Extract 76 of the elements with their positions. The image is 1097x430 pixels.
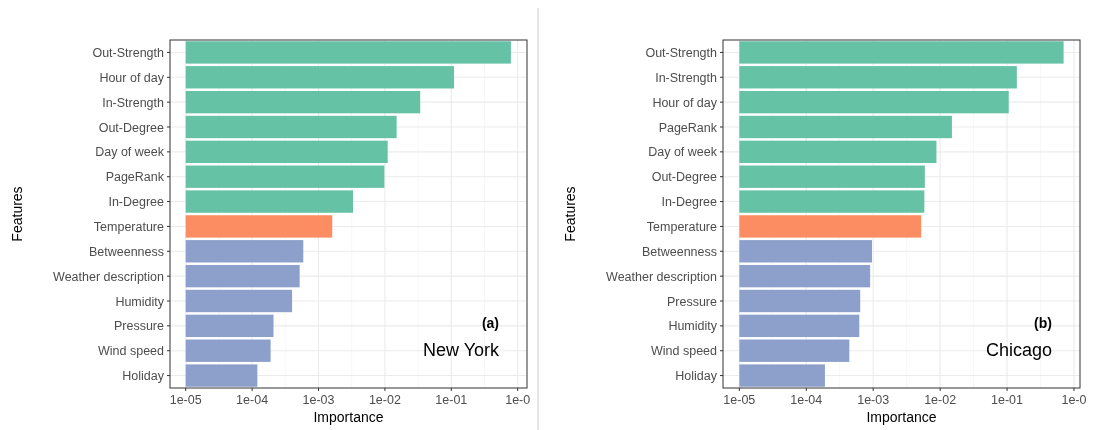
x-tick-label: 1e-03 bbox=[302, 393, 335, 407]
y-tick-label: Day of week bbox=[95, 145, 165, 160]
bar bbox=[739, 289, 861, 313]
y-axis-title: Features bbox=[9, 186, 25, 242]
bar bbox=[739, 240, 873, 263]
y-tick-label: Out-Strength bbox=[92, 45, 165, 60]
x-tick-label: 1e-01 bbox=[435, 393, 468, 407]
bar bbox=[185, 115, 397, 139]
bar bbox=[185, 264, 300, 288]
x-tick-label: 1e-04 bbox=[236, 393, 269, 407]
y-tick-label: Temperature bbox=[93, 219, 165, 234]
y-axis-title: Features bbox=[562, 186, 578, 242]
y-tick-label: Wind speed bbox=[97, 344, 165, 359]
bar bbox=[185, 364, 258, 387]
y-tick-label: In-Strength bbox=[655, 70, 718, 85]
y-tick-label: Humidity bbox=[668, 319, 718, 334]
annotation: New York bbox=[422, 340, 500, 360]
y-tick-label: Out-Strength bbox=[645, 45, 718, 60]
bar bbox=[185, 41, 511, 64]
annotation: (a) bbox=[481, 315, 499, 331]
bar bbox=[185, 66, 455, 89]
bar bbox=[739, 215, 922, 238]
bar bbox=[185, 140, 388, 164]
annotation: (b) bbox=[1034, 315, 1052, 331]
y-tick-label: PageRank bbox=[658, 120, 718, 135]
bar bbox=[185, 289, 293, 313]
x-tick-label: 1e-0 bbox=[1061, 393, 1087, 407]
y-tick-label: Out-Degree bbox=[98, 120, 165, 135]
y-tick-label: PageRank bbox=[105, 170, 165, 185]
y-tick-label: Temperature bbox=[646, 219, 718, 234]
y-tick-label: Weather description bbox=[53, 269, 165, 284]
x-axis-title: Importance bbox=[866, 409, 937, 425]
bar bbox=[185, 190, 354, 213]
bar bbox=[739, 364, 825, 387]
bar bbox=[185, 215, 333, 238]
y-tick-label: Out-Degree bbox=[651, 170, 718, 185]
y-tick-label: Holiday bbox=[122, 369, 165, 384]
bar bbox=[739, 41, 1064, 64]
y-tick-label: Pressure bbox=[666, 294, 718, 309]
bar bbox=[739, 314, 860, 338]
y-tick-label: Hour of day bbox=[99, 70, 165, 85]
bar bbox=[739, 339, 850, 362]
bar bbox=[185, 314, 274, 338]
y-tick-label: Hour of day bbox=[652, 95, 718, 110]
x-tick-label: 1e-02 bbox=[924, 393, 957, 407]
x-tick-label: 1e-0 bbox=[505, 393, 531, 407]
bar bbox=[185, 165, 385, 188]
bar bbox=[739, 264, 871, 288]
bar bbox=[185, 90, 421, 114]
bar bbox=[185, 240, 304, 263]
x-tick-label: 1e-03 bbox=[857, 393, 890, 407]
y-tick-label: Day of week bbox=[648, 145, 718, 160]
y-tick-label: Pressure bbox=[113, 319, 165, 334]
x-tick-label: 1e-01 bbox=[991, 393, 1024, 407]
y-tick-label: Humidity bbox=[115, 294, 165, 309]
y-tick-label: In-Degree bbox=[661, 195, 718, 210]
x-tick-label: 1e-05 bbox=[723, 393, 756, 407]
y-tick-label: In-Degree bbox=[108, 195, 165, 210]
bar bbox=[739, 115, 952, 139]
x-tick-label: 1e-05 bbox=[169, 393, 202, 407]
bar bbox=[739, 66, 1017, 89]
annotation: Chicago bbox=[985, 340, 1052, 360]
x-tick-label: 1e-04 bbox=[790, 393, 823, 407]
y-tick-label: Wind speed bbox=[650, 344, 718, 359]
y-tick-label: Betweenness bbox=[88, 244, 164, 259]
x-tick-label: 1e-02 bbox=[368, 393, 401, 407]
x-axis-title: Importance bbox=[313, 409, 384, 425]
y-tick-label: Holiday bbox=[675, 369, 718, 384]
y-tick-label: Weather description bbox=[606, 269, 718, 284]
bar bbox=[739, 190, 925, 213]
bar bbox=[739, 140, 937, 164]
bar bbox=[739, 90, 1009, 114]
y-tick-label: Betweenness bbox=[641, 244, 717, 259]
bar bbox=[185, 339, 271, 362]
y-tick-label: In-Strength bbox=[102, 95, 165, 110]
bar bbox=[739, 165, 925, 188]
